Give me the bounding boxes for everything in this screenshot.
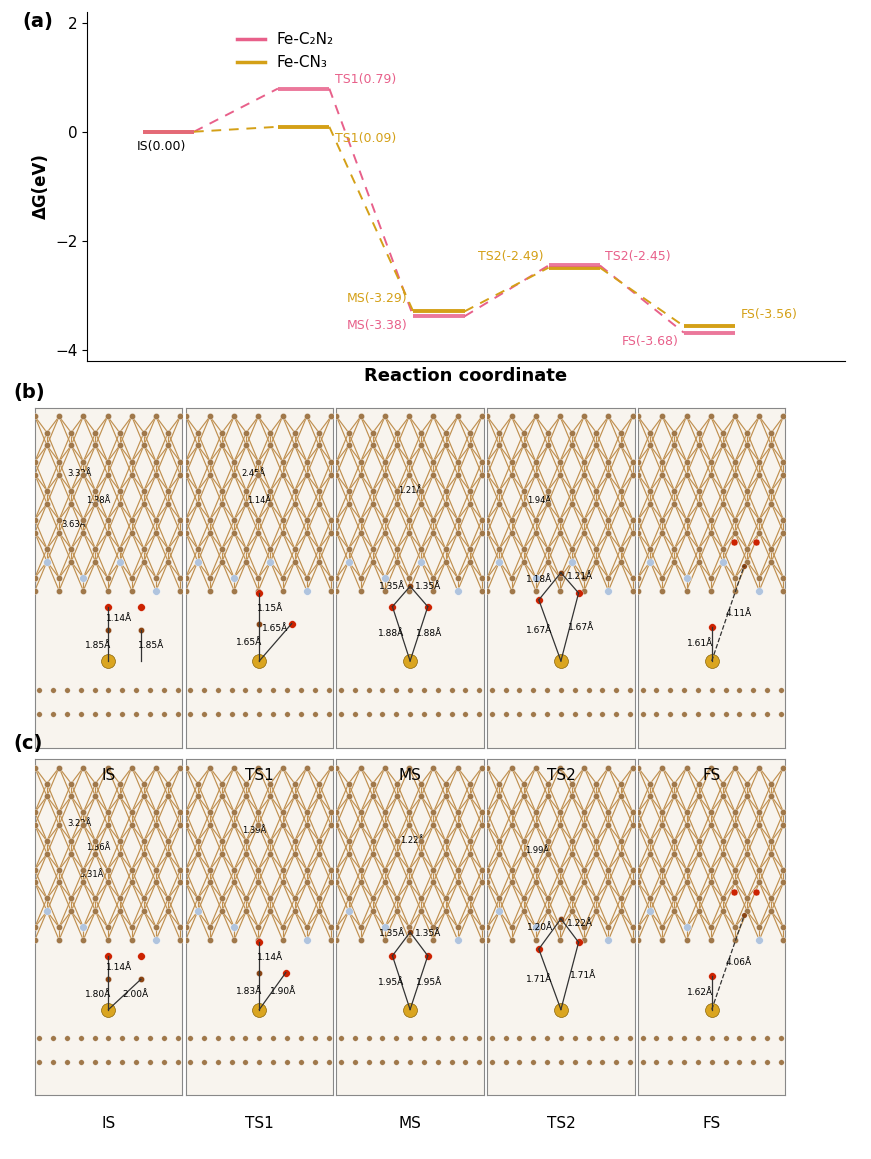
Text: 1.94Å: 1.94Å [527,496,551,505]
Text: 1.18Å: 1.18Å [526,575,553,584]
Text: 3.32Å: 3.32Å [67,469,91,478]
Text: 1.61Å: 1.61Å [687,640,713,649]
Text: 1.36Å: 1.36Å [86,843,111,852]
Text: 1.35Å: 1.35Å [415,930,441,939]
Text: 1.67Å: 1.67Å [526,626,553,635]
Text: 1.14Å: 1.14Å [105,614,132,624]
Text: 1.83Å: 1.83Å [236,986,262,996]
Text: 1.14Å: 1.14Å [257,953,283,962]
Text: 1.15Å: 1.15Å [256,604,283,613]
Text: 3.63Å: 3.63Å [61,520,86,529]
Text: TS2: TS2 [546,1116,575,1131]
Legend: Fe-C₂N₂, Fe-CN₃: Fe-C₂N₂, Fe-CN₃ [231,27,341,76]
Text: MS(-3.38): MS(-3.38) [347,319,408,331]
Text: FS: FS [703,768,721,783]
Text: MS: MS [399,1116,422,1131]
Text: 2.00Å: 2.00Å [122,990,148,999]
Text: FS(-3.56): FS(-3.56) [740,307,798,321]
Text: 4.06Å: 4.06Å [726,958,752,967]
Text: TS2: TS2 [546,768,575,783]
Text: 1.38Å: 1.38Å [86,496,111,505]
Text: 3.22Å: 3.22Å [67,819,91,829]
Text: 1.80Å: 1.80Å [85,990,111,999]
X-axis label: Reaction coordinate: Reaction coordinate [364,366,568,385]
Text: TS2(-2.49): TS2(-2.49) [477,250,544,263]
Text: 1.65Å: 1.65Å [262,625,288,633]
Text: 1.90Å: 1.90Å [270,986,296,996]
Text: 1.35Å: 1.35Å [415,582,441,591]
Text: 1.95Å: 1.95Å [378,978,404,987]
Text: FS: FS [703,1116,721,1131]
Text: 3.31Å: 3.31Å [79,869,104,879]
Y-axis label: ΔG(eV): ΔG(eV) [31,153,50,219]
Text: TS2(-2.45): TS2(-2.45) [605,249,671,263]
Text: IS(0.00): IS(0.00) [137,140,186,153]
Text: 1.95Å: 1.95Å [416,978,442,987]
Text: TS1(0.09): TS1(0.09) [334,132,396,145]
Text: FS(-3.68): FS(-3.68) [622,335,679,349]
Text: IS: IS [101,1116,116,1131]
Text: 1.88Å: 1.88Å [378,629,404,639]
Text: 1.71Å: 1.71Å [570,971,596,981]
Text: IS: IS [101,768,116,783]
Text: TS1(0.79): TS1(0.79) [334,73,396,86]
Text: TS1: TS1 [245,1116,273,1131]
Text: 1.85Å: 1.85Å [138,641,165,650]
Text: 1.14Å: 1.14Å [247,496,272,505]
Text: (a): (a) [23,12,53,30]
Text: 1.14Å: 1.14Å [105,963,132,972]
Text: 1.65Å: 1.65Å [236,637,262,647]
Text: 1.99Å: 1.99Å [525,846,550,855]
Text: 1.35Å: 1.35Å [379,582,406,591]
Text: MS(-3.29): MS(-3.29) [348,292,408,305]
Text: 1.67Å: 1.67Å [569,622,595,632]
Text: 1.62Å: 1.62Å [687,989,713,997]
Text: 1.22Å: 1.22Å [400,836,424,845]
Text: (c): (c) [13,735,43,753]
Text: 1.22Å: 1.22Å [567,919,593,928]
Text: 1.35Å: 1.35Å [379,930,406,939]
Text: 1.20Å: 1.20Å [526,923,552,932]
Text: 1.21Å: 1.21Å [567,571,593,581]
Text: 2.45Å: 2.45Å [241,469,266,478]
Text: 1.88Å: 1.88Å [416,629,442,639]
Text: 1.39Å: 1.39Å [241,826,266,836]
Text: MS: MS [399,768,422,783]
Text: 1.85Å: 1.85Å [85,641,111,650]
Text: 1.71Å: 1.71Å [526,975,553,984]
Text: 4.11Å: 4.11Å [726,608,752,618]
Text: (b): (b) [13,384,44,402]
Text: 1.21Å: 1.21Å [398,486,422,495]
Text: TS1: TS1 [245,768,273,783]
